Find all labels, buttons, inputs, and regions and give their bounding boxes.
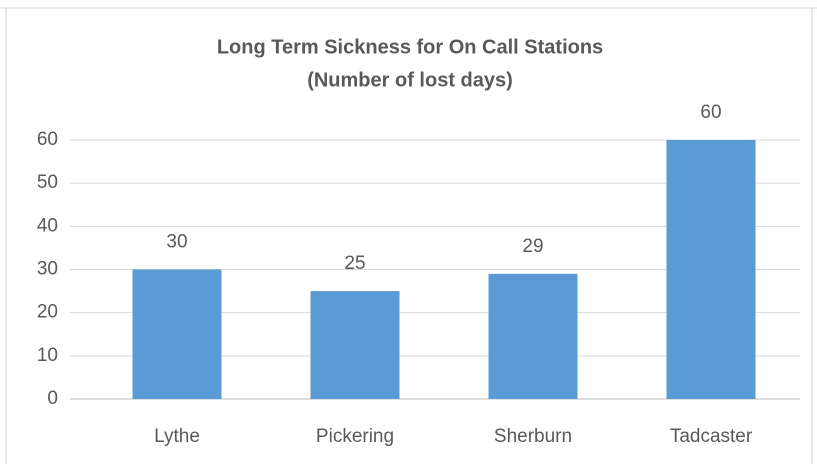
y-tick-label: 40 — [37, 215, 58, 236]
bar — [132, 269, 222, 399]
x-tick-label: Sherburn — [494, 426, 572, 447]
x-tick-label: Tadcaster — [670, 426, 753, 447]
chart-subtitle: (Number of lost days) — [307, 69, 513, 91]
y-tick-label: 20 — [37, 302, 58, 323]
y-tick-label: 30 — [37, 259, 58, 280]
data-label: 60 — [700, 102, 721, 123]
x-tick-label: Pickering — [316, 426, 394, 447]
y-tick-label: 10 — [37, 345, 58, 366]
data-label: 25 — [344, 253, 365, 274]
x-tick-label: Lythe — [154, 426, 200, 447]
y-tick-label: 0 — [47, 388, 58, 409]
y-tick-label: 60 — [37, 129, 58, 150]
data-label: 29 — [522, 236, 543, 257]
data-label: 30 — [166, 232, 187, 253]
bar — [310, 291, 400, 399]
bar — [666, 140, 756, 399]
y-tick-label: 50 — [37, 172, 58, 193]
chart-title: Long Term Sickness for On Call Stations — [217, 36, 603, 58]
bar — [488, 273, 578, 399]
